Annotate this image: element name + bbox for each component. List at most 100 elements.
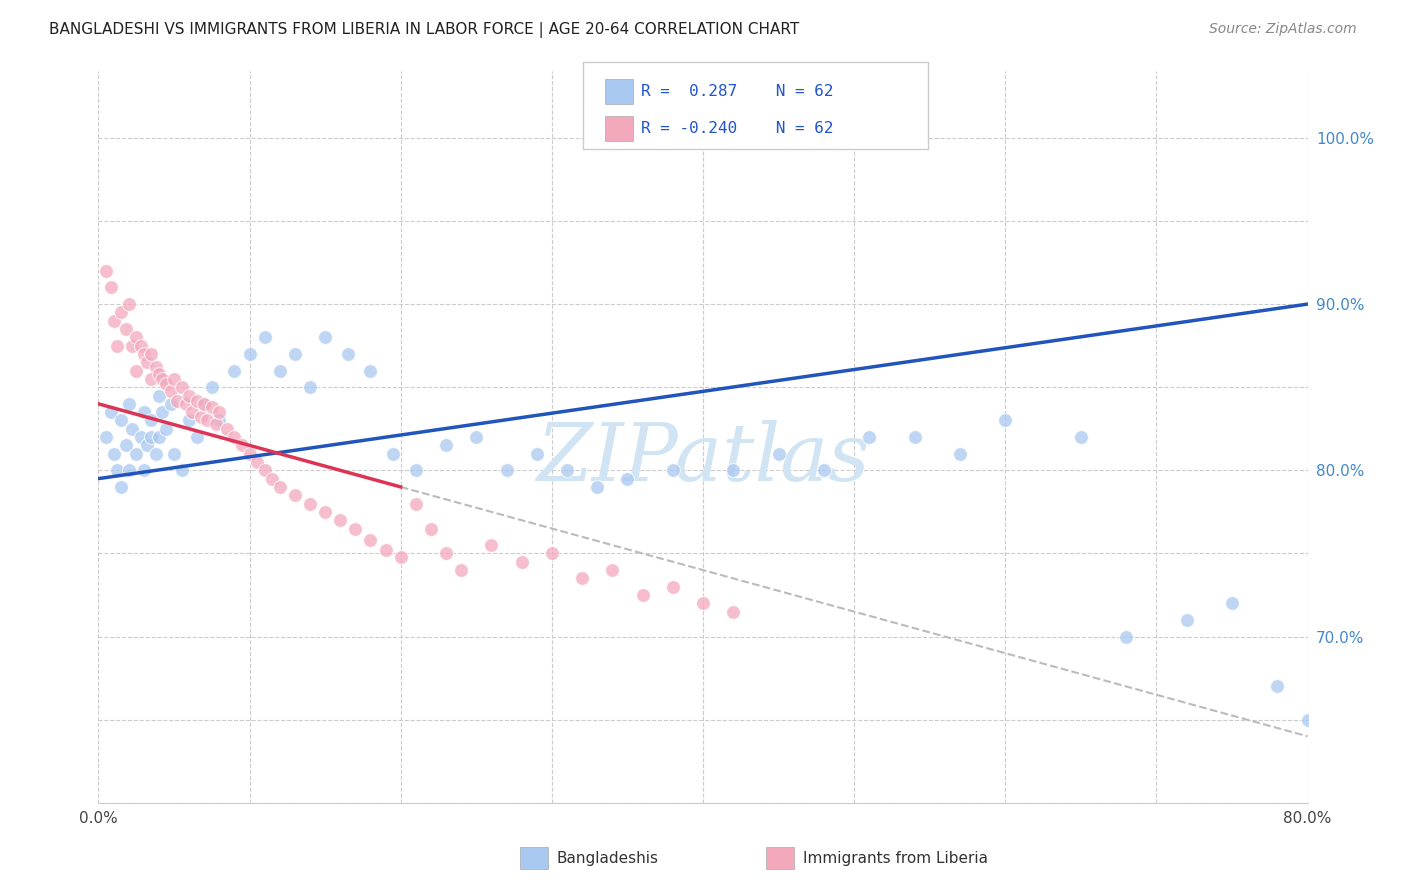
Point: [100, 405, 122, 419]
Point: [314, 330, 336, 344]
Point: [141, 372, 163, 386]
Point: [405, 463, 427, 477]
Point: [1296, 713, 1319, 727]
Point: [239, 347, 262, 361]
Point: [631, 588, 654, 602]
Point: [284, 347, 307, 361]
Point: [450, 563, 472, 577]
Point: [723, 605, 745, 619]
Point: [129, 339, 152, 353]
Point: [215, 422, 238, 436]
Point: [148, 430, 170, 444]
Text: R = -0.240    N = 62: R = -0.240 N = 62: [641, 121, 834, 136]
Point: [181, 405, 204, 419]
Text: ZIPatlas: ZIPatlas: [536, 420, 870, 498]
Point: [994, 413, 1017, 427]
Point: [1175, 613, 1198, 627]
Point: [148, 367, 170, 381]
Point: [155, 422, 177, 436]
Point: [160, 384, 183, 398]
Point: [481, 538, 503, 552]
Text: Bangladeshis: Bangladeshis: [557, 851, 659, 865]
Point: [662, 580, 685, 594]
Point: [179, 413, 201, 427]
Point: [125, 447, 148, 461]
Point: [1267, 680, 1289, 694]
Point: [190, 410, 212, 425]
Text: Source: ZipAtlas.com: Source: ZipAtlas.com: [1209, 22, 1357, 37]
Point: [205, 417, 228, 431]
Point: [208, 405, 231, 419]
Point: [121, 339, 143, 353]
Point: [526, 447, 548, 461]
Point: [110, 305, 132, 319]
Point: [105, 339, 128, 353]
Point: [269, 480, 291, 494]
Point: [662, 463, 685, 477]
Point: [141, 430, 163, 444]
Point: [201, 380, 224, 394]
Point: [360, 533, 382, 548]
Point: [224, 363, 246, 377]
Point: [329, 513, 352, 527]
Point: [858, 430, 880, 444]
Point: [170, 463, 193, 477]
Point: [602, 563, 624, 577]
Point: [94, 264, 117, 278]
Point: [170, 380, 193, 394]
Point: [336, 347, 359, 361]
Point: [174, 397, 197, 411]
Point: [114, 322, 136, 336]
Point: [121, 422, 143, 436]
Point: [148, 388, 170, 402]
Point: [186, 393, 208, 408]
Point: [495, 463, 517, 477]
Point: [314, 505, 336, 519]
Point: [420, 521, 443, 535]
Point: [1070, 430, 1092, 444]
Point: [949, 447, 972, 461]
Point: [284, 488, 307, 502]
Point: [186, 430, 208, 444]
Point: [135, 438, 157, 452]
Point: [510, 555, 533, 569]
Point: [374, 543, 396, 558]
Point: [195, 413, 218, 427]
Point: [208, 413, 231, 427]
Point: [692, 596, 714, 610]
Point: [193, 397, 215, 411]
Point: [434, 546, 457, 560]
Point: [555, 463, 578, 477]
Point: [105, 463, 128, 477]
Point: [118, 397, 141, 411]
Point: [253, 330, 276, 344]
Point: [904, 430, 927, 444]
Text: Immigrants from Liberia: Immigrants from Liberia: [803, 851, 988, 865]
Point: [465, 430, 488, 444]
Point: [163, 372, 186, 386]
Point: [163, 447, 186, 461]
Point: [540, 546, 562, 560]
Point: [434, 438, 457, 452]
Point: [179, 388, 201, 402]
Point: [1115, 630, 1137, 644]
Point: [813, 463, 835, 477]
Point: [299, 380, 322, 394]
Point: [141, 413, 163, 427]
Point: [155, 376, 177, 391]
Point: [193, 397, 215, 411]
Point: [118, 463, 141, 477]
Point: [1220, 596, 1243, 610]
Point: [103, 447, 125, 461]
Point: [114, 438, 136, 452]
Point: [571, 571, 593, 585]
Point: [239, 447, 262, 461]
Point: [299, 497, 322, 511]
Point: [405, 497, 427, 511]
Point: [201, 400, 224, 414]
Point: [616, 472, 638, 486]
Point: [132, 463, 155, 477]
Point: [118, 297, 141, 311]
Point: [100, 280, 122, 294]
Point: [723, 463, 745, 477]
